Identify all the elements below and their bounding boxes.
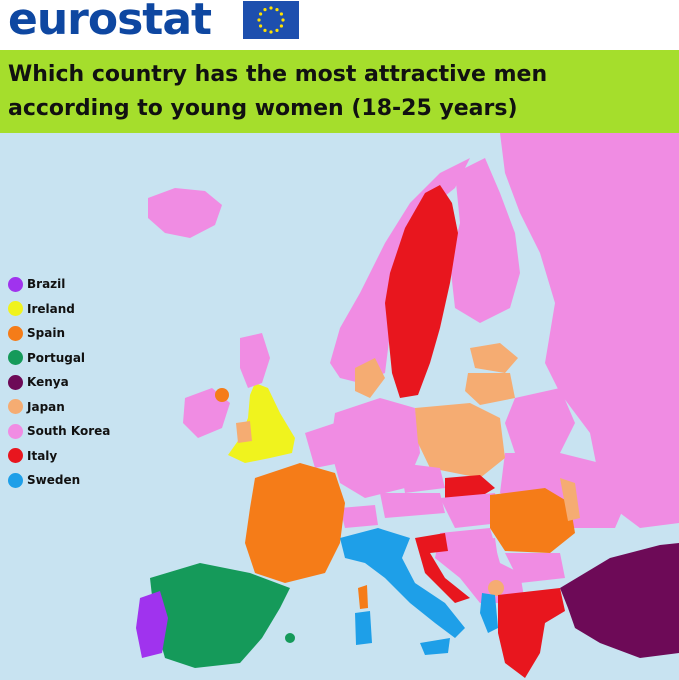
region-north-macedonia	[488, 580, 504, 596]
region-northern-ireland	[215, 388, 229, 402]
region-iceland	[148, 188, 222, 238]
legend-swatch	[8, 325, 23, 341]
region-hungary	[440, 493, 500, 528]
region-italy	[340, 528, 465, 638]
region-great-britain	[228, 383, 295, 463]
legend-item: Portugal	[8, 346, 110, 371]
legend-label: Ireland	[27, 301, 75, 316]
region-moldova	[560, 478, 580, 521]
region-russia	[500, 133, 679, 528]
legend-label: Sweden	[27, 473, 81, 488]
region-arctic-islands	[560, 133, 620, 163]
legend-item: Japan	[8, 395, 110, 420]
legend-item: Italy	[8, 444, 110, 469]
region-norway	[330, 158, 470, 383]
eurostat-logo: eurostat	[8, 0, 212, 45]
title-band: Which country has the most attractive me…	[0, 50, 679, 133]
legend-label: South Korea	[27, 424, 111, 439]
legend-item: Spain	[8, 321, 110, 346]
region-latvia	[465, 373, 515, 405]
region-bulgaria	[505, 553, 565, 583]
region-slovakia	[445, 475, 495, 503]
region-denmark	[355, 358, 385, 398]
region-switzerland	[340, 505, 378, 528]
region-france	[245, 463, 345, 583]
legend-swatch	[8, 350, 23, 366]
legend-swatch	[8, 448, 23, 464]
legend-label: Japan	[27, 399, 65, 414]
legend-swatch	[8, 399, 23, 415]
region-sweden	[385, 185, 458, 398]
legend-item: Sweden	[8, 468, 110, 493]
region-corsica	[358, 585, 368, 609]
region-portugal	[136, 591, 168, 658]
legend-swatch	[8, 374, 23, 390]
region-finland	[450, 158, 520, 323]
region-germany	[330, 398, 420, 498]
region-belarus	[505, 388, 575, 453]
map-legend: Brazil Ireland Spain Portugal Kenya Japa…	[8, 272, 110, 493]
region-estonia	[470, 343, 518, 373]
legend-item: South Korea	[8, 419, 110, 444]
region-czechia	[400, 463, 445, 493]
header: eurostat	[0, 0, 679, 45]
region-scotland	[240, 333, 270, 388]
legend-label: Portugal	[27, 350, 86, 365]
legend-label: Kenya	[27, 375, 69, 390]
legend-label: Spain	[27, 326, 65, 341]
legend-label: Brazil	[27, 277, 66, 292]
region-croatia	[415, 533, 470, 603]
region-greece	[498, 588, 565, 678]
europe-map	[0, 133, 679, 680]
legend-swatch	[8, 423, 23, 439]
eu-flag-icon	[243, 1, 299, 39]
region-sardinia	[355, 611, 372, 645]
legend-item: Kenya	[8, 370, 110, 395]
region-wales	[236, 421, 252, 443]
legend-item: Brazil	[8, 272, 110, 297]
region-serbia	[460, 538, 500, 578]
legend-swatch	[8, 301, 23, 317]
region-spain	[150, 563, 290, 668]
page-title: Which country has the most attractive me…	[8, 62, 548, 121]
region-sicily	[420, 638, 450, 655]
region-romania	[490, 488, 575, 553]
region-turkey	[560, 543, 679, 658]
legend-label: Italy	[27, 448, 58, 463]
region-albania	[480, 593, 498, 633]
legend-item: Ireland	[8, 297, 110, 322]
region-poland	[415, 403, 505, 478]
legend-swatch	[8, 472, 23, 488]
region-benelux	[305, 423, 340, 468]
region-austria	[380, 493, 445, 518]
region-balearic	[285, 633, 295, 643]
legend-swatch	[8, 276, 23, 292]
